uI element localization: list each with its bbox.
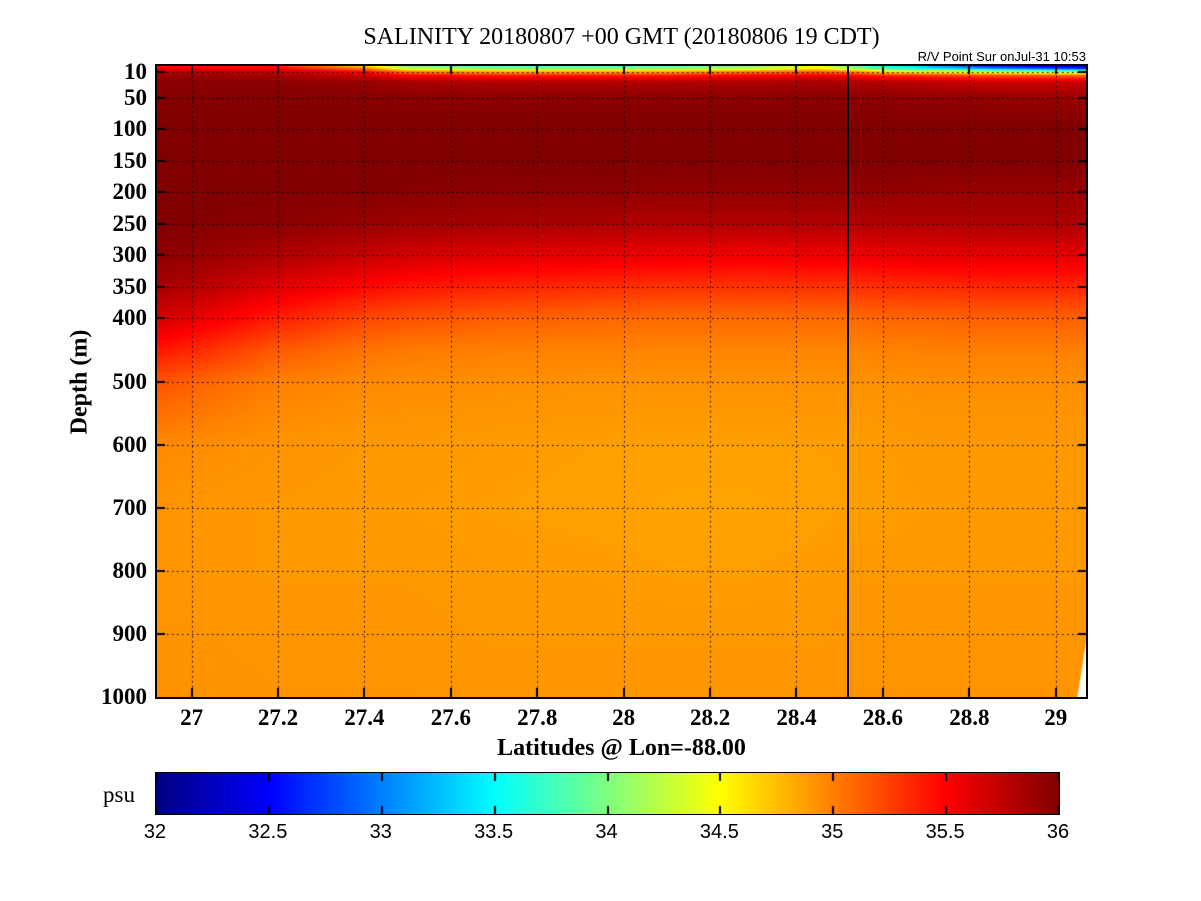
y-tick-label: 250 bbox=[112, 210, 148, 236]
x-tick-label: 27.2 bbox=[257, 705, 299, 730]
colorbar-tick-label: 34 bbox=[595, 821, 618, 843]
y-tick-label: 10 bbox=[124, 59, 147, 85]
x-tick-label: 28 bbox=[612, 705, 636, 730]
y-tick-label: 50 bbox=[124, 84, 147, 110]
colorbar-tick-label: 33 bbox=[369, 821, 392, 843]
x-tick-label: 27.8 bbox=[517, 705, 558, 730]
heatmap-plot bbox=[155, 64, 1088, 699]
y-tick-label: 100 bbox=[112, 116, 148, 142]
x-tick-label: 27.6 bbox=[430, 705, 471, 730]
colorbar-tick-label: 35 bbox=[821, 821, 844, 843]
x-tick-label: 29 bbox=[1044, 705, 1068, 730]
x-axis-label: Latitudes @ Lon=-88.00 bbox=[497, 735, 746, 761]
colorbar-canvas bbox=[156, 773, 1059, 814]
y-tick-label: 350 bbox=[112, 273, 148, 299]
y-axis-label: Depth (m) bbox=[66, 329, 93, 435]
x-tick-label: 27 bbox=[180, 705, 204, 730]
colorbar-tick-label: 32.5 bbox=[248, 821, 288, 843]
y-tick-label: 700 bbox=[112, 494, 148, 520]
x-tick-label: 28.6 bbox=[862, 705, 904, 730]
y-tick-label: 1000 bbox=[101, 684, 147, 709]
colorbar-tick-label: 34.5 bbox=[699, 821, 739, 843]
y-tick-label: 400 bbox=[112, 305, 148, 331]
x-tick-label: 28.2 bbox=[689, 705, 731, 730]
colorbar-tick-label: 36 bbox=[1046, 821, 1070, 843]
y-tick-label: 800 bbox=[112, 557, 148, 583]
y-tick-label: 500 bbox=[112, 368, 148, 394]
colorbar-unit-label: psu bbox=[103, 782, 135, 807]
y-tick-label: 200 bbox=[112, 179, 148, 205]
colorbar-tick-label: 33.5 bbox=[474, 821, 514, 843]
x-tick-label: 28.8 bbox=[949, 705, 990, 730]
colorbar-tick-label: 32 bbox=[143, 821, 167, 843]
y-tick-label: 300 bbox=[112, 242, 148, 268]
ship-track-annotation: R/V Point Sur onJul-31 10:53 bbox=[917, 49, 1086, 64]
chart-title: SALINITY 20180807 +00 GMT (20180806 19 C… bbox=[363, 24, 880, 50]
x-tick-label: 27.4 bbox=[344, 705, 385, 730]
colorbar bbox=[155, 772, 1060, 815]
colorbar-tick-label: 35.5 bbox=[925, 821, 965, 843]
x-tick-label: 28.4 bbox=[776, 705, 817, 730]
y-tick-label: 150 bbox=[112, 147, 148, 173]
salinity-heatmap-canvas bbox=[157, 66, 1086, 697]
y-tick-label: 600 bbox=[112, 431, 148, 457]
event-line-marker bbox=[847, 66, 849, 697]
y-tick-label: 900 bbox=[112, 620, 148, 646]
